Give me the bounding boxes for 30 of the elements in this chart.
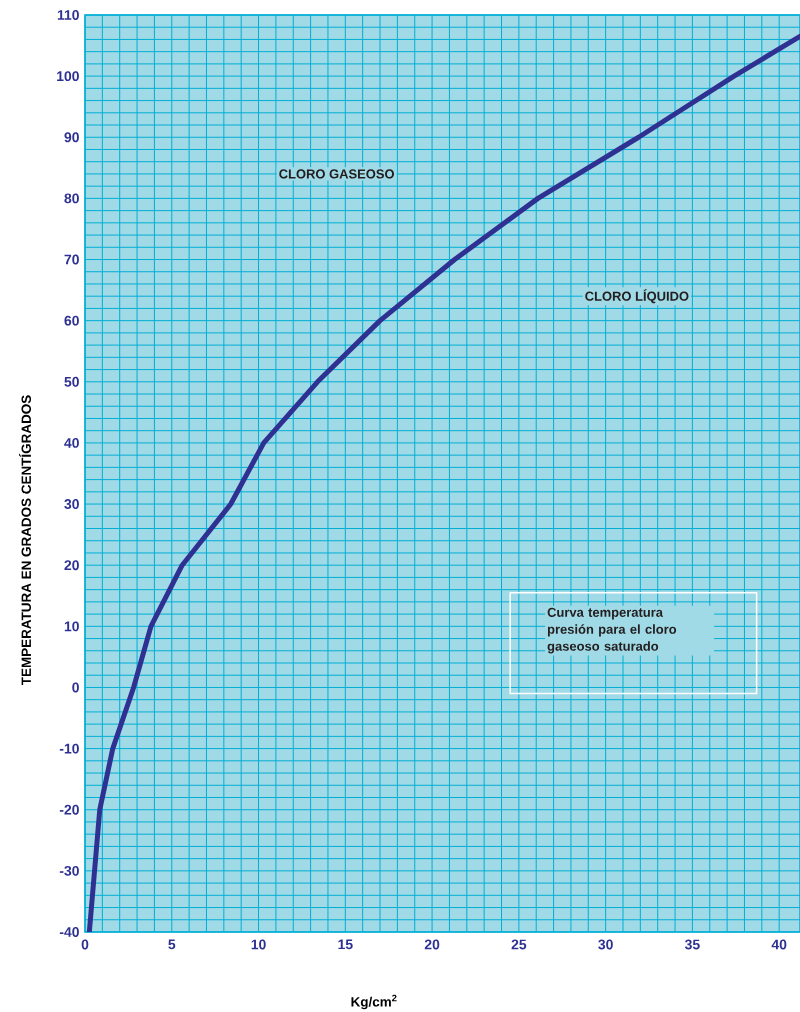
y-axis-title: TEMPERATURA EN GRADOS CENTÍGRADOS: [18, 395, 32, 686]
annotation: CLORO LÍQUIDO: [585, 289, 689, 304]
x-tick-label: 0: [81, 939, 89, 950]
y-tick-label: 10: [64, 621, 79, 632]
x-tick-label: 5: [168, 939, 176, 950]
x-tick-label: 10: [251, 939, 266, 950]
y-tick-label: 50: [64, 376, 79, 387]
y-tick-label: 0: [72, 682, 79, 693]
annotation: Curva temperatura presión para el cloro gaseoso saturado: [547, 607, 677, 654]
y-tick-label: 70: [64, 254, 79, 265]
y-tick-label: 20: [64, 560, 79, 571]
y-tick-label: -10: [59, 743, 79, 754]
y-tick-label: -20: [59, 804, 79, 815]
y-tick-label: 100: [57, 71, 79, 82]
x-tick-label: 25: [511, 939, 527, 950]
y-tick-label: 60: [64, 315, 79, 326]
x-tick-label: 30: [598, 939, 613, 950]
x-tick-label: 35: [684, 939, 700, 950]
annotation: CLORO GASEOSO: [279, 169, 395, 179]
y-tick-label: 40: [64, 437, 79, 448]
x-tick-label: 15: [338, 939, 353, 950]
y-tick-label: -40: [59, 927, 79, 937]
y-tick-label: 90: [64, 132, 79, 143]
x-axis-title: Kg/cm$^{2}$: [351, 994, 397, 1010]
y-tick-label: 30: [64, 499, 79, 509]
x-tick-label: 20: [424, 939, 440, 950]
y-tick-label: 80: [64, 193, 79, 204]
y-tick-label: -30: [59, 865, 79, 876]
y-tick-label: 110: [57, 10, 79, 20]
x-tick-label: 40: [771, 939, 787, 950]
